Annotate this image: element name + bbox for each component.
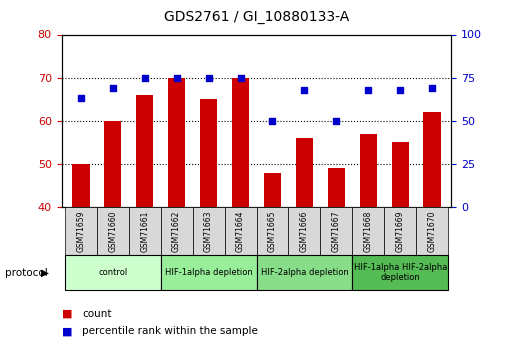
Bar — [416, 207, 448, 255]
Text: GSM71659: GSM71659 — [76, 210, 85, 252]
Bar — [264, 172, 281, 207]
Bar — [65, 207, 97, 255]
Bar — [232, 78, 249, 207]
Text: GSM71667: GSM71667 — [332, 210, 341, 252]
Bar — [72, 164, 90, 207]
Point — [205, 75, 213, 80]
Bar — [65, 255, 161, 290]
Bar — [321, 207, 352, 255]
Bar — [225, 207, 256, 255]
Text: GSM71661: GSM71661 — [140, 210, 149, 252]
Point — [428, 85, 437, 91]
Text: HIF-1alpha depletion: HIF-1alpha depletion — [165, 268, 252, 277]
Bar — [328, 168, 345, 207]
Bar — [352, 255, 448, 290]
Text: GSM71662: GSM71662 — [172, 210, 181, 252]
Bar — [352, 207, 384, 255]
Text: GSM71660: GSM71660 — [108, 210, 117, 252]
Text: GSM71670: GSM71670 — [428, 210, 437, 252]
Bar — [360, 134, 377, 207]
Bar — [136, 95, 153, 207]
Bar — [168, 78, 185, 207]
Point — [268, 118, 277, 124]
Bar — [192, 207, 225, 255]
Point — [236, 75, 245, 80]
Text: ■: ■ — [62, 326, 72, 336]
Point — [109, 85, 117, 91]
Bar — [423, 112, 441, 207]
Bar — [391, 142, 409, 207]
Point — [300, 87, 308, 92]
Text: GSM71663: GSM71663 — [204, 210, 213, 252]
Text: ▶: ▶ — [41, 268, 49, 277]
Text: protocol: protocol — [5, 268, 48, 277]
Bar — [384, 207, 416, 255]
Text: HIF-2alpha depletion: HIF-2alpha depletion — [261, 268, 348, 277]
Point — [332, 118, 341, 124]
Text: count: count — [82, 309, 112, 319]
Text: GSM71668: GSM71668 — [364, 210, 373, 252]
Point — [76, 96, 85, 101]
Point — [141, 75, 149, 80]
Bar — [129, 207, 161, 255]
Bar — [200, 99, 218, 207]
Point — [396, 87, 404, 92]
Text: GSM71665: GSM71665 — [268, 210, 277, 252]
Bar — [288, 207, 321, 255]
Bar — [256, 207, 288, 255]
Bar — [256, 255, 352, 290]
Text: GDS2761 / GI_10880133-A: GDS2761 / GI_10880133-A — [164, 10, 349, 24]
Text: HIF-1alpha HIF-2alpha
depletion: HIF-1alpha HIF-2alpha depletion — [353, 263, 447, 282]
Text: GSM71666: GSM71666 — [300, 210, 309, 252]
Text: percentile rank within the sample: percentile rank within the sample — [82, 326, 258, 336]
Point — [364, 87, 372, 92]
Text: control: control — [98, 268, 127, 277]
Text: GSM71664: GSM71664 — [236, 210, 245, 252]
Bar — [97, 207, 129, 255]
Bar — [161, 255, 256, 290]
Point — [172, 75, 181, 80]
Bar — [295, 138, 313, 207]
Bar — [161, 207, 192, 255]
Text: ■: ■ — [62, 309, 72, 319]
Bar — [104, 121, 122, 207]
Text: GSM71669: GSM71669 — [396, 210, 405, 252]
